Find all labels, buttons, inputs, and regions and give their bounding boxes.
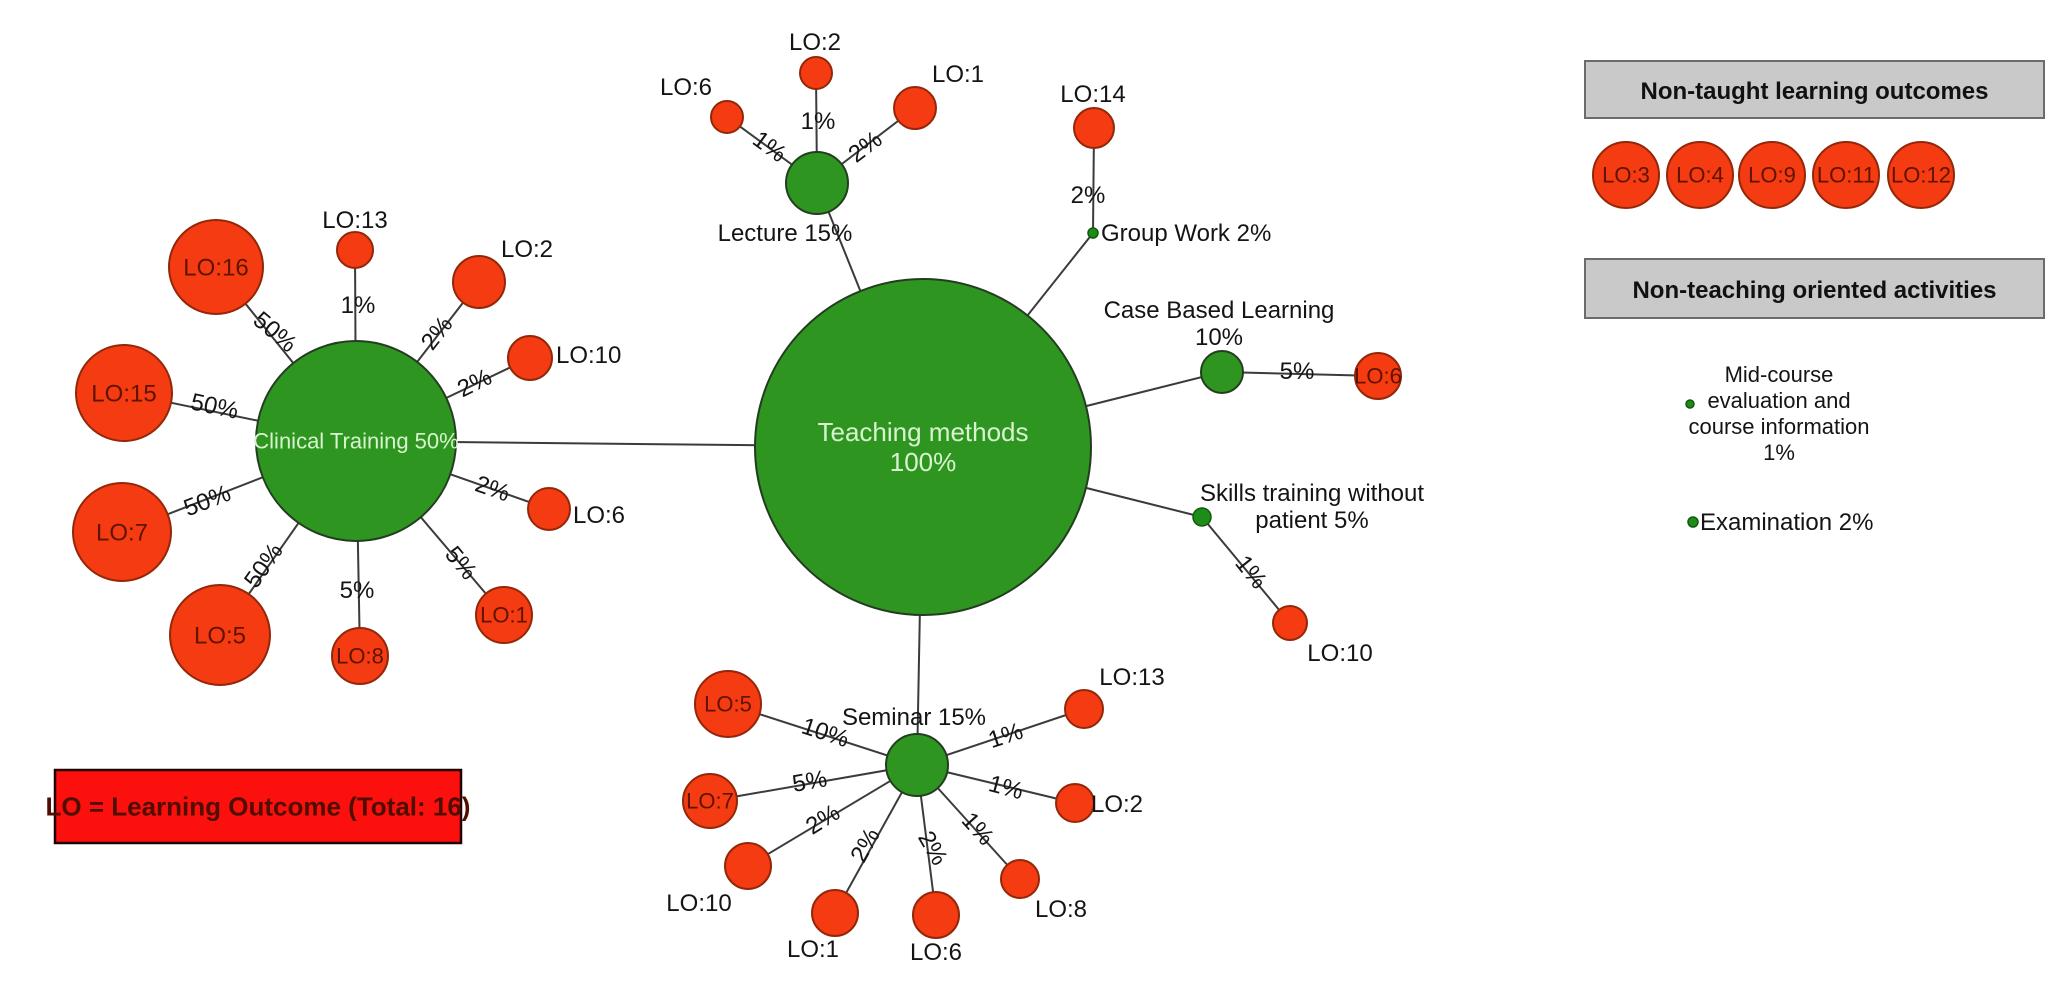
node-lo13-seminar bbox=[1064, 689, 1104, 729]
label-lo5-seminar: LO:5 bbox=[704, 692, 752, 717]
node-lo5-clinical bbox=[169, 584, 271, 686]
pct-edge-clinical-lo13: 1% bbox=[341, 292, 376, 319]
node-midcourse-dot bbox=[1685, 399, 1695, 409]
node-lecture bbox=[785, 151, 849, 215]
node-seminar bbox=[885, 733, 949, 797]
node-lo1-seminar bbox=[811, 889, 859, 937]
node-lo6-lecture bbox=[710, 100, 744, 134]
label-lo10-skills: LO:10 bbox=[1307, 640, 1372, 667]
label-lo5-clinical: LO:5 bbox=[194, 622, 246, 649]
node-lo14-group-work bbox=[1073, 107, 1115, 149]
node-lo13-clinical bbox=[336, 231, 374, 269]
label-lo9-panel: LO:9 bbox=[1748, 163, 1796, 188]
node-group-work-dot bbox=[1087, 227, 1099, 239]
node-lo5-seminar bbox=[694, 670, 762, 738]
edge-seminar-lo10 bbox=[747, 764, 918, 867]
node-lo6-case-based bbox=[1354, 352, 1402, 400]
edge-skills-lo10 bbox=[1201, 516, 1291, 624]
lecture-label: Lecture 15% bbox=[718, 220, 853, 247]
node-lo12-panel bbox=[1887, 141, 1955, 209]
edge-seminar-lo7 bbox=[709, 764, 918, 802]
node-lo10-skills bbox=[1272, 605, 1308, 641]
label-lo3-panel: LO:3 bbox=[1602, 163, 1650, 188]
non-taught-panel-title: Non-taught learning outcomes bbox=[1641, 78, 1989, 105]
label-lo1-clinical: LO:1 bbox=[480, 603, 528, 628]
label-lo13-clinical: LO:13 bbox=[322, 207, 387, 234]
pct-edge-groupwork-lo14: 2% bbox=[1071, 182, 1106, 209]
node-lo15-clinical bbox=[75, 344, 173, 442]
midcourse-label: Mid-course evaluation and course informati… bbox=[1689, 362, 1870, 465]
non-teaching-panel-title: Non-teaching oriented activities bbox=[1632, 277, 1996, 304]
node-lo8-clinical bbox=[331, 627, 389, 685]
node-lo11-panel bbox=[1812, 141, 1880, 209]
seminar-label: Seminar 15% bbox=[842, 704, 986, 731]
label-lo2-lecture: LO:2 bbox=[789, 29, 841, 56]
node-lo4-panel bbox=[1666, 141, 1734, 209]
node-skills-training-dot bbox=[1192, 507, 1212, 527]
node-examination-dot bbox=[1687, 516, 1699, 528]
node-lo16-clinical bbox=[168, 219, 264, 315]
label-lo10-seminar: LO:10 bbox=[666, 890, 731, 917]
label-lo15-clinical: LO:15 bbox=[91, 380, 156, 407]
skills-training-label: Skills training without patient 5% bbox=[1200, 480, 1424, 534]
node-lo2-seminar bbox=[1055, 783, 1095, 823]
pct-edge-clinical-lo8: 5% bbox=[340, 577, 375, 604]
group-work-label: Group Work 2% bbox=[1101, 220, 1271, 247]
legend-box-label: LO = Learning Outcome (Total: 16) bbox=[46, 792, 471, 822]
node-lo3-panel bbox=[1592, 141, 1660, 209]
edge-casebased-lo6 bbox=[1221, 371, 1379, 377]
label-lo8-seminar: LO:8 bbox=[1035, 896, 1087, 923]
node-lo7-clinical bbox=[72, 482, 172, 582]
label-lo1-seminar: LO:1 bbox=[787, 936, 839, 963]
legend-box bbox=[53, 768, 463, 845]
node-lo6-seminar bbox=[912, 891, 960, 939]
pct-edge-seminar-lo7: 5% bbox=[790, 765, 829, 798]
pct-edge-casebased-lo6: 5% bbox=[1280, 358, 1315, 385]
label-lo11-panel: LO:11 bbox=[1817, 163, 1875, 188]
non-teaching-panel bbox=[1584, 258, 2045, 319]
node-lo2-lecture bbox=[799, 56, 833, 90]
label-lo16-clinical: LO:16 bbox=[183, 254, 248, 281]
label-clinical-training: Clinical Training 50% bbox=[253, 429, 458, 454]
node-lo6-clinical bbox=[527, 487, 571, 531]
label-lo2-seminar: LO:2 bbox=[1091, 791, 1143, 818]
label-teaching-methods: Teaching methods 100% bbox=[817, 417, 1028, 477]
node-lo1-clinical bbox=[475, 586, 533, 644]
node-case-based-learning bbox=[1200, 350, 1244, 394]
node-lo8-seminar bbox=[1000, 859, 1040, 899]
label-lo12-panel: LO:12 bbox=[1891, 163, 1951, 188]
node-lo10-seminar bbox=[724, 842, 772, 890]
label-lo1-lecture: LO:1 bbox=[932, 61, 984, 88]
label-lo8-clinical: LO:8 bbox=[336, 644, 384, 669]
node-teaching-methods bbox=[754, 278, 1092, 616]
node-lo9-panel bbox=[1738, 141, 1806, 209]
label-lo2-clinical: LO:2 bbox=[501, 236, 553, 263]
node-lo10-clinical bbox=[507, 335, 553, 381]
pct-edge-lecture-lo2: 1% bbox=[801, 108, 836, 135]
examination-label: Examination 2% bbox=[1700, 509, 1873, 536]
label-lo6-seminar: LO:6 bbox=[910, 939, 962, 966]
label-lo4-panel: LO:4 bbox=[1676, 163, 1724, 188]
label-lo13-seminar: LO:13 bbox=[1099, 664, 1164, 691]
label-lo10-clinical: LO:10 bbox=[556, 342, 621, 369]
label-lo6-clinical: LO:6 bbox=[573, 502, 625, 529]
node-lo1-lecture bbox=[893, 86, 937, 130]
non-taught-panel bbox=[1584, 60, 2045, 119]
label-lo7-seminar: LO:7 bbox=[686, 789, 734, 814]
label-lo7-clinical: LO:7 bbox=[96, 519, 148, 546]
label-lo6-lecture: LO:6 bbox=[660, 74, 712, 101]
node-lo7-seminar bbox=[682, 773, 738, 829]
label-lo6-case-based: LO:6 bbox=[1354, 364, 1402, 389]
node-clinical-training bbox=[255, 340, 457, 542]
node-lo2-clinical bbox=[452, 255, 506, 309]
case-based-label: Case Based Learning 10% bbox=[1104, 297, 1335, 351]
label-lo14-group-work: LO:14 bbox=[1060, 81, 1125, 108]
